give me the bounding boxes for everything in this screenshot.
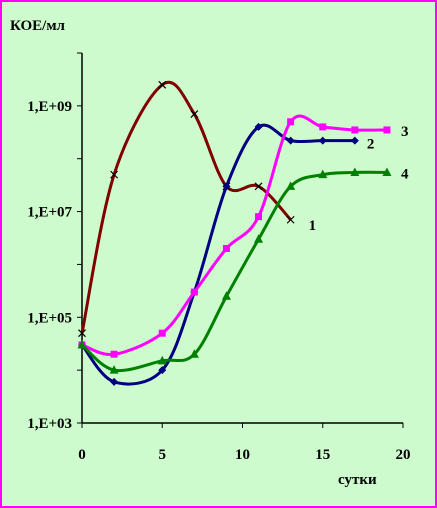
data-point [255, 213, 263, 221]
x-tick-label: 5 [159, 447, 167, 463]
series-labels: 1 2 3 4 [309, 124, 409, 234]
data-point [110, 377, 119, 386]
y-tick-label: 1,E+07 [27, 205, 72, 221]
data-point [189, 349, 199, 358]
data-point [318, 169, 328, 179]
data-point [318, 136, 327, 145]
x-tick-label: 15 [315, 447, 330, 463]
y-tick-label: 1,E+03 [27, 416, 72, 432]
data-point [383, 126, 391, 134]
x-tick-label: 20 [396, 447, 411, 463]
data-point [254, 122, 263, 131]
data-point [319, 123, 327, 131]
data-point [382, 167, 392, 176]
series-4 [77, 167, 392, 374]
series-label-3: 3 [401, 124, 409, 140]
series-line-2 [80, 123, 355, 386]
x-tick-label: 0 [78, 447, 86, 463]
x-tick-label: 10 [235, 447, 250, 463]
data-point [286, 136, 295, 145]
series-line-4 [80, 170, 387, 373]
series-2 [78, 122, 359, 386]
data-point [222, 245, 230, 253]
data-point [158, 80, 167, 89]
data-point [350, 167, 360, 176]
data-point [286, 215, 295, 224]
data-point [287, 118, 295, 126]
data-point [157, 355, 167, 365]
series-layer [77, 80, 392, 386]
y-axis-label: КОЕ/мл [10, 18, 66, 34]
series-3 [78, 114, 391, 358]
data-point [110, 350, 118, 358]
data-point [350, 136, 359, 145]
y-tick-label: 1,E+09 [27, 99, 72, 115]
data-point [158, 329, 166, 337]
data-point [221, 291, 231, 300]
axes: 0 5 10 15 20 1,E+03 1,E+05 1,E+07 1,E+09 [27, 52, 411, 463]
data-point [190, 288, 198, 296]
data-point [254, 234, 264, 243]
data-point [78, 329, 86, 338]
series-line-3 [81, 114, 387, 356]
data-point [222, 182, 231, 191]
series-line-1 [80, 80, 292, 334]
data-point [158, 366, 167, 375]
data-point [190, 110, 199, 118]
series-label-4: 4 [401, 166, 409, 182]
data-point [77, 339, 87, 349]
x-axis-label: сутки [338, 472, 377, 488]
data-point [110, 170, 119, 179]
data-point [351, 126, 359, 134]
data-point [254, 182, 263, 191]
series-label-2: 2 [367, 137, 375, 153]
data-point [109, 365, 119, 374]
y-tick-label: 1,E+05 [27, 310, 72, 326]
series-label-1: 1 [309, 218, 317, 234]
data-point [286, 181, 296, 190]
